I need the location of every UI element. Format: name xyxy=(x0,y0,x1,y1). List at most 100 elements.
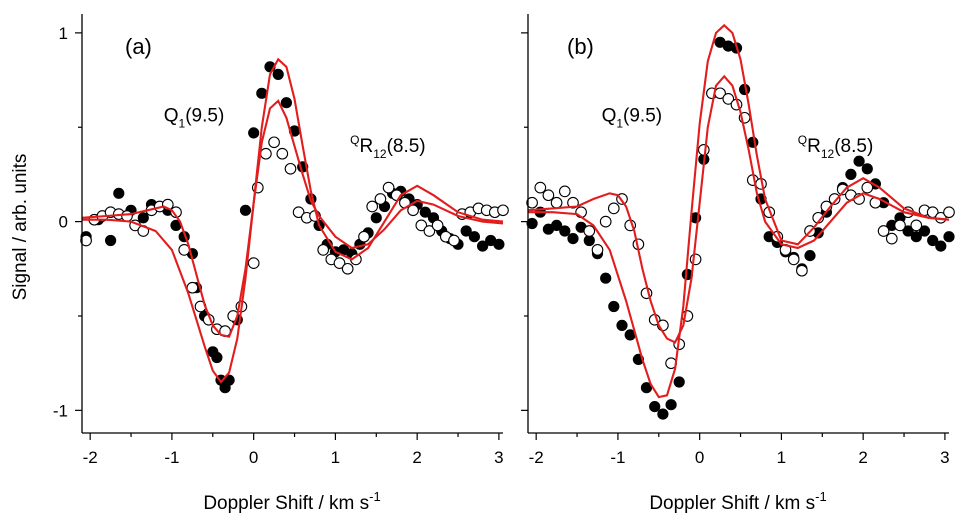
panel-a-filled-point xyxy=(113,187,125,199)
panel-a-annotation-0: Q1(9.5) xyxy=(164,106,225,131)
panel-b: -2 -1 0 1 2 3 (b) Doppler Shift / km s-1 Q1(9… xyxy=(521,14,955,514)
panel-b-x-tick-label: 2 xyxy=(858,448,867,467)
panel-a-label: (a) xyxy=(125,34,152,59)
panel-b-open-point xyxy=(910,219,923,232)
panel-a-x-tick-label: -2 xyxy=(83,448,98,467)
panel-a-annotation-sub: 1 xyxy=(179,117,186,131)
panel-b-open-point xyxy=(697,144,710,156)
panel-b-filled-point xyxy=(608,300,620,313)
panel-b-filled-point xyxy=(927,234,939,247)
panel-a-filled-point xyxy=(239,204,252,216)
panel-b-filled-point xyxy=(616,319,628,332)
panel-b-filled-point xyxy=(665,399,677,411)
panel-a-open-point xyxy=(333,257,346,269)
panel-b-open-point xyxy=(591,244,604,256)
panel-a-filled-point xyxy=(104,234,117,247)
panel-b-open-point xyxy=(836,183,849,196)
panel-b-filled-point xyxy=(559,225,571,237)
panel-b-open-point xyxy=(599,215,612,228)
panel-a-open-point xyxy=(80,234,92,247)
panel-b-filled-point xyxy=(853,155,865,167)
panel-b-open-point xyxy=(607,202,620,215)
panel-b-x-axis-label: Doppler Shift / km s-1 xyxy=(649,489,826,514)
panel-b-open-point xyxy=(894,219,906,232)
panel-b-filled-point xyxy=(550,219,563,231)
panel-a-filled-point xyxy=(137,212,149,224)
panel-b-open-point xyxy=(722,93,735,105)
panel-a-filled-point xyxy=(370,212,382,224)
panel-a-annotation-sub: 12 xyxy=(373,147,387,161)
panel-a-filled-point xyxy=(248,127,260,139)
panel-b-x-tick-label: 0 xyxy=(695,448,704,467)
panel-b-filled-point xyxy=(747,136,759,148)
panel-b-annotation-rest: (9.5) xyxy=(623,106,662,127)
panel-a-filled-point xyxy=(468,231,481,243)
panel-b-x-axis-label-main: Doppler Shift / km s xyxy=(649,493,815,514)
panel-a-x-tick-label: 3 xyxy=(494,448,503,467)
panel-b-filled-point xyxy=(935,240,947,252)
panel-a-annotation-main: Q xyxy=(164,106,179,127)
panel-b-x-tick-label: -2 xyxy=(529,448,544,467)
panel-b-x-tick-label: 1 xyxy=(777,448,786,467)
panel-b-open-point xyxy=(542,189,555,202)
panel-a-filled-point xyxy=(460,225,472,237)
panel-b-filled-point xyxy=(673,376,685,388)
panel-a-annotation-rest: (8.5) xyxy=(387,136,426,157)
panel-b-open-point xyxy=(583,225,596,237)
panel-a-marks xyxy=(80,57,509,394)
panel-a-open-point xyxy=(407,204,419,217)
panel-b-annotation-sub: 12 xyxy=(821,147,835,161)
panel-b-fit-curve-2 xyxy=(528,23,950,399)
panel-b-annotation-sub: 1 xyxy=(616,117,623,131)
panel-a-annotation-main: R xyxy=(359,136,373,157)
panel-b-annotation-main: R xyxy=(807,136,821,157)
panel-a: -2 -1 0 1 2 3-101 (a) Doppler Shift / km s-1 … xyxy=(53,14,509,514)
panel-a-open-point xyxy=(415,219,428,232)
panel-b-open-point xyxy=(885,232,898,245)
panel-b-filled-point xyxy=(943,231,955,243)
panel-b-x-tick-label: -1 xyxy=(610,448,625,467)
panel-b-filled-point xyxy=(649,401,661,413)
panel-a-filled-point xyxy=(280,97,293,109)
panel-a-x-axis-label: Doppler Shift / km s-1 xyxy=(203,489,380,514)
panel-a-open-point xyxy=(317,244,330,256)
panel-b-x-tick-label: 3 xyxy=(940,448,949,467)
panel-a-open-point xyxy=(292,206,305,219)
panel-b-open-point xyxy=(787,253,800,266)
panel-a-annotation-1: QR12(8.5) xyxy=(350,133,426,161)
panel-b-filled-point xyxy=(902,225,914,237)
panel-b-filled-point xyxy=(526,217,538,230)
panel-b-x-axis-label-sup: -1 xyxy=(815,489,827,504)
panel-b-open-point xyxy=(534,181,547,194)
panel-a-open-point xyxy=(382,181,395,194)
panel-b-open-point xyxy=(550,196,563,209)
panel-b-filled-point xyxy=(845,168,857,180)
panel-a-x-axis-label-main: Doppler Shift / km s xyxy=(203,493,369,514)
panel-a-open-point xyxy=(358,230,370,243)
panel-b-open-point xyxy=(558,185,571,198)
panel-a-y-tick-label: 1 xyxy=(59,24,68,43)
panel-b-label: (b) xyxy=(567,34,594,59)
panel-a-ticks: -2 -1 0 1 2 3-101 xyxy=(53,14,504,467)
panel-a-y-tick-label: 0 xyxy=(59,213,68,232)
panel-b-open-point xyxy=(689,253,702,266)
panel-a-filled-point xyxy=(272,68,284,80)
panel-b-open-point xyxy=(567,196,579,209)
panel-a-open-point xyxy=(284,162,297,175)
panel-b-open-point xyxy=(526,196,538,209)
panel-a-fit-curve-2 xyxy=(82,57,504,384)
panel-b-filled-point xyxy=(804,250,816,262)
panel-a-open-point xyxy=(260,147,272,160)
panel-b-filled-point xyxy=(861,163,873,175)
panel-b-filled-point xyxy=(910,231,922,243)
panel-a-open-point xyxy=(276,147,289,160)
panel-b-annotation-0: Q1(9.5) xyxy=(602,106,663,131)
panel-b-annotation-main: Q xyxy=(602,106,617,127)
panel-a-filled-point xyxy=(211,351,223,364)
panel-a-filled-point xyxy=(477,240,489,252)
panel-b-open-point xyxy=(828,193,841,205)
panel-b-annotation-1: QR12(8.5) xyxy=(798,133,874,161)
panel-b-annotation-sup: Q xyxy=(798,133,807,147)
y-axis-label: Signal / arb. units xyxy=(10,154,31,301)
panel-a-open-point xyxy=(497,204,509,217)
